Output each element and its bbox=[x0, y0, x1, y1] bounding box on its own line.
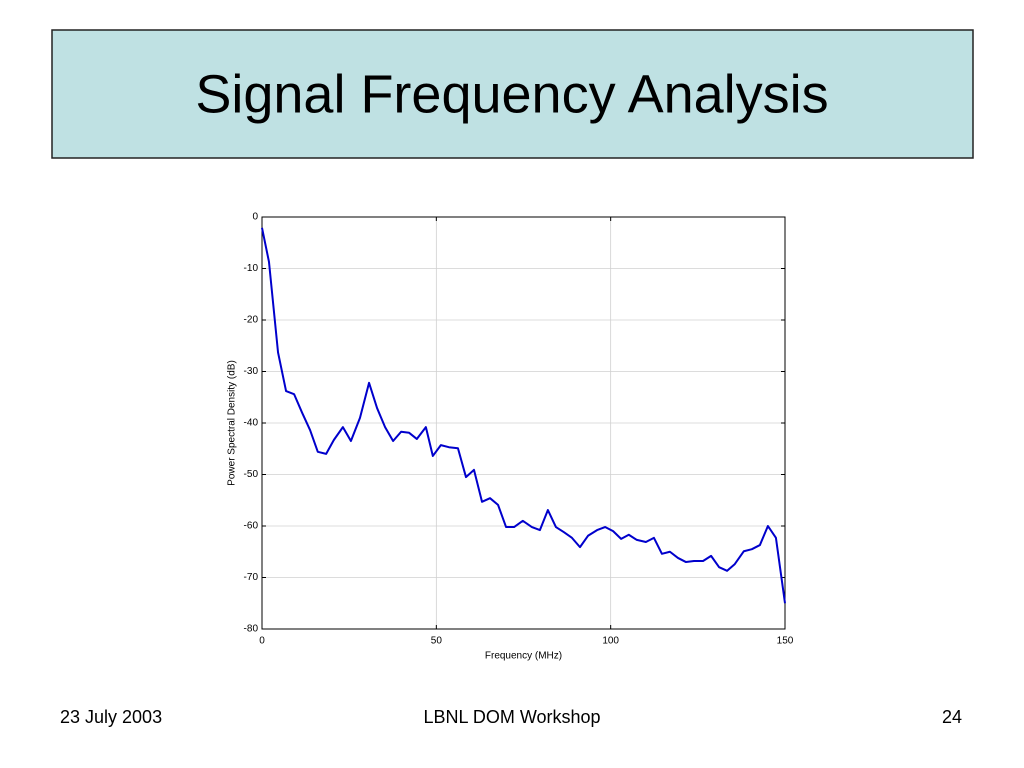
y-tick-label: -30 bbox=[244, 366, 259, 377]
slide-title: Signal Frequency Analysis bbox=[195, 64, 828, 124]
x-tick-label: 100 bbox=[602, 636, 619, 647]
y-axis-label: Power Spectral Density (dB) bbox=[227, 360, 238, 486]
y-tick-label: -40 bbox=[244, 418, 259, 429]
y-tick-label: -80 bbox=[244, 624, 259, 635]
y-tick-label: -60 bbox=[244, 521, 259, 532]
footer-title: LBNL DOM Workshop bbox=[423, 707, 600, 727]
data-line bbox=[261, 227, 786, 604]
page-number: 24 bbox=[942, 707, 962, 727]
y-tick-label: -50 bbox=[244, 469, 259, 480]
x-tick-label: 0 bbox=[259, 636, 265, 647]
y-tick-label: 0 bbox=[252, 212, 258, 223]
x-tick-label: 150 bbox=[777, 636, 794, 647]
y-tick-label: -10 bbox=[244, 263, 259, 274]
title-box bbox=[51, 29, 974, 159]
x-axis-label: Frequency (MHz) bbox=[485, 651, 562, 662]
y-tick-label: -20 bbox=[244, 315, 259, 326]
plot-frame bbox=[261, 216, 786, 630]
footer-date: 23 July 2003 bbox=[60, 707, 162, 727]
y-tick-label: -70 bbox=[244, 572, 259, 583]
chart: 0-10-20-30-40-50-60-70-800 50 100 150Freque… bbox=[227, 212, 794, 662]
x-tick-label: 50 bbox=[431, 636, 443, 647]
